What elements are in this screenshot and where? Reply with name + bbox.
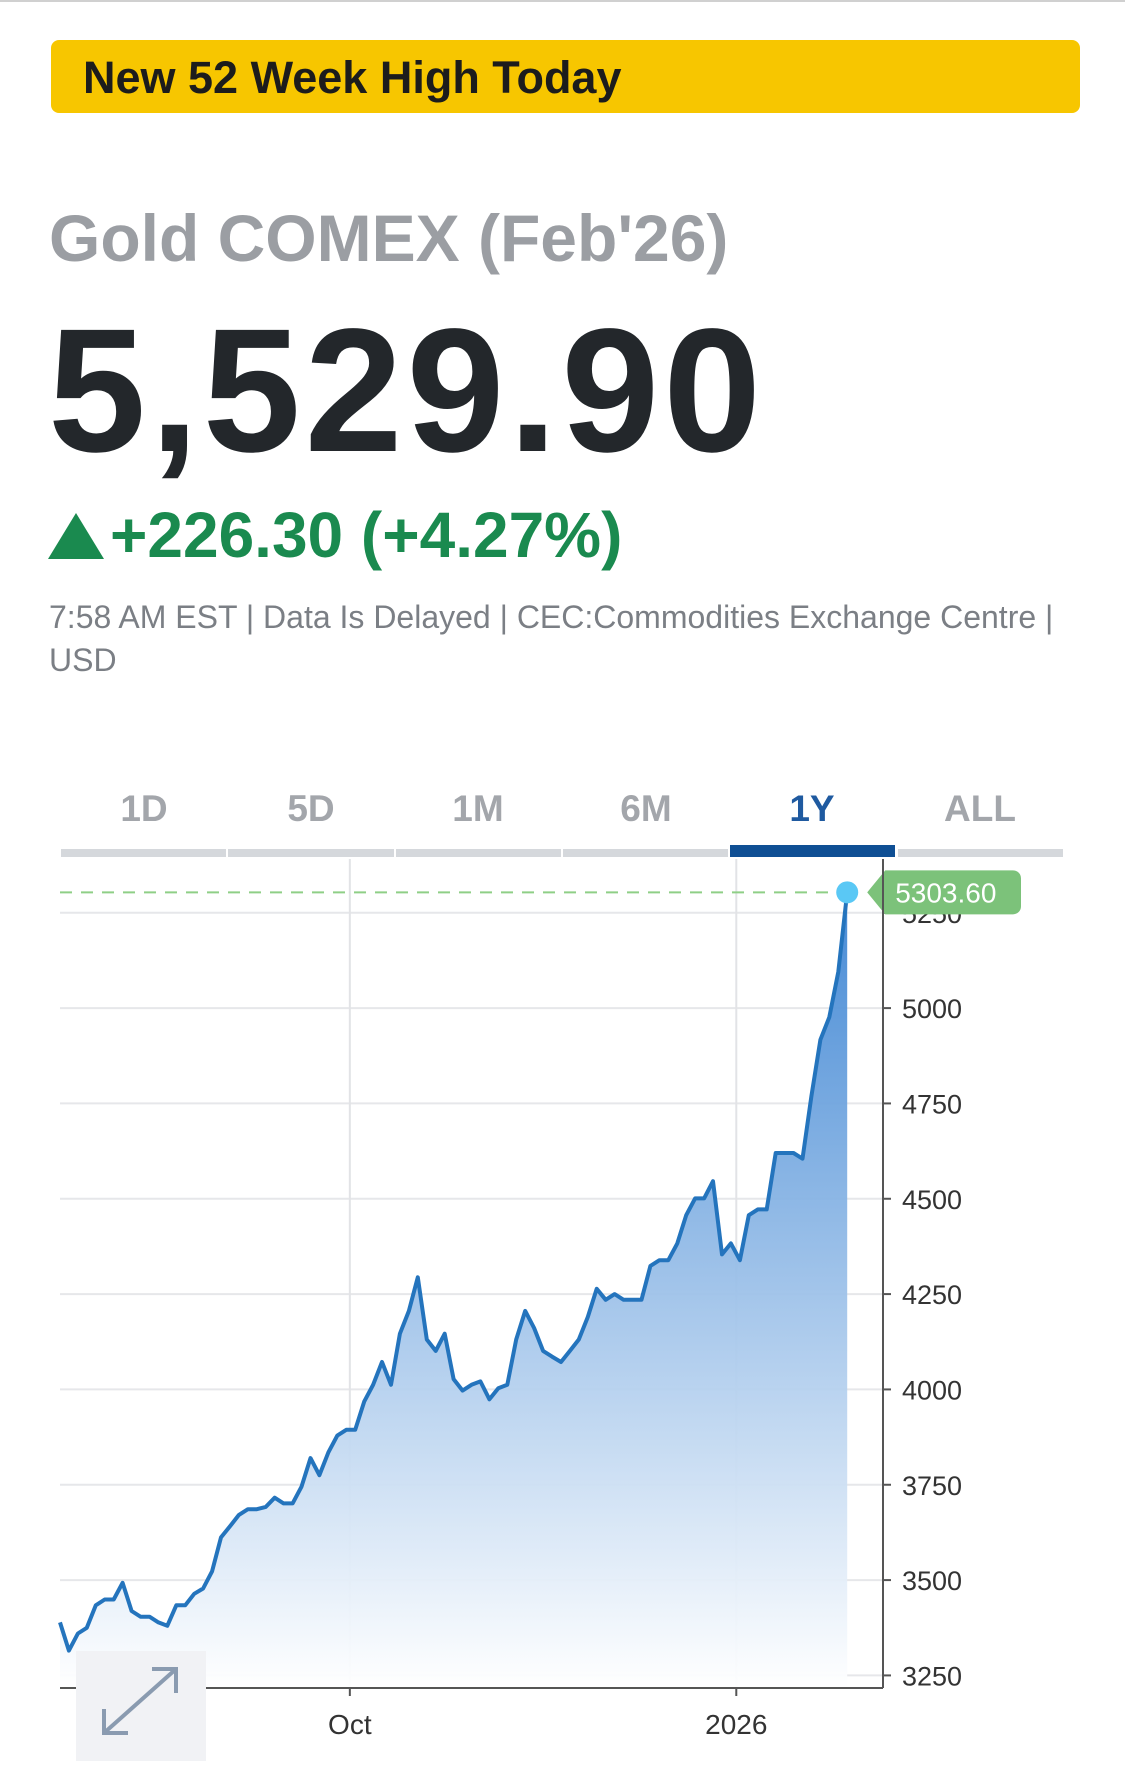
tab[interactable]: 6M — [620, 788, 672, 829]
tab[interactable]: 5D — [287, 788, 335, 829]
y-tick-label: 4500 — [902, 1185, 962, 1215]
x-tick-label: 2026 — [705, 1709, 767, 1740]
price-change: +226.30 (+4.27%) — [110, 499, 623, 571]
tab[interactable]: 1D — [120, 788, 168, 829]
last-value-tag — [867, 870, 1021, 915]
y-tick-label: 3250 — [902, 1661, 962, 1691]
quote-info: 7:58 AM EST | Data Is Delayed | CEC:Comm… — [49, 599, 1054, 678]
y-tick-label: 4750 — [902, 1089, 962, 1119]
tab[interactable]: 1M — [452, 788, 504, 829]
top-border — [0, 0, 1125, 2]
banner-text: New 52 Week High Today — [83, 52, 622, 103]
tab-bar — [395, 849, 561, 857]
price: 5,529.90 — [48, 293, 766, 489]
x-tick-label: Oct — [328, 1709, 372, 1740]
expand-icon — [102, 1667, 178, 1735]
tab-bar — [730, 845, 896, 857]
tab-bar — [61, 849, 227, 857]
y-tick-label: 4000 — [902, 1375, 962, 1405]
up-arrow — [48, 513, 104, 559]
y-tick-label: 3750 — [902, 1471, 962, 1501]
chart: 325035003750400042504500475050005250Oct2… — [58, 859, 1021, 1740]
tab-bar — [228, 849, 394, 857]
line — [58, 892, 850, 1653]
tab-bar — [562, 849, 729, 857]
area — [60, 892, 848, 1688]
tab[interactable]: 1Y — [789, 788, 835, 829]
expand-button[interactable] — [76, 1651, 206, 1761]
value-label: 5303.60 — [895, 877, 996, 908]
tab-bar — [897, 849, 1063, 857]
last-point — [836, 881, 859, 904]
banner: New 52 Week High Today — [51, 40, 1080, 113]
y-tick-label: 4250 — [902, 1280, 962, 1310]
tab[interactable]: ALL — [944, 788, 1016, 829]
y-tick-label: 3500 — [902, 1566, 962, 1596]
quote-title: Gold COMEX (Feb'26) — [49, 201, 729, 275]
y-tick-label: 5000 — [902, 994, 962, 1024]
